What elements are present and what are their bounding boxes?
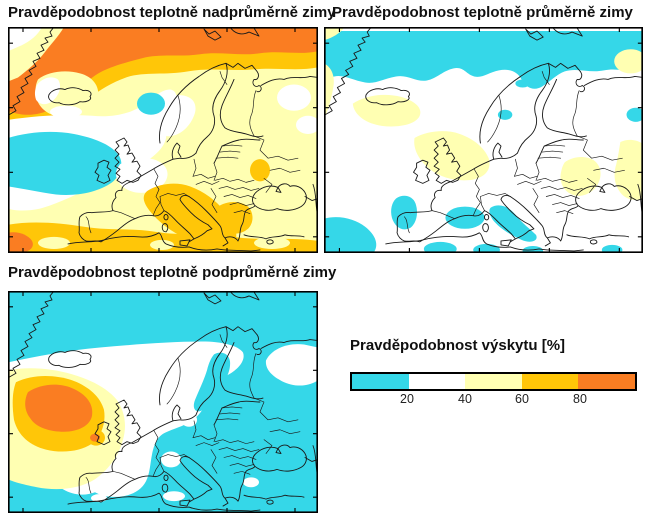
legend-colorbar (350, 372, 637, 391)
map-svg-below-normal (8, 291, 318, 513)
probability-field (8, 291, 318, 513)
colorbar-segment-orange (578, 374, 635, 389)
colorbar-tick-40: 40 (458, 392, 472, 406)
map-normal (324, 27, 643, 253)
colorbar-segment-white (408, 374, 466, 389)
map-above-normal (8, 27, 318, 253)
map-title-below-normal: Pravděpodobnost teplotně podprůměrně zim… (8, 264, 337, 281)
colorbar-tick-60: 60 (515, 392, 529, 406)
map-below-normal (8, 291, 318, 513)
colorbar-tick-20: 20 (400, 392, 414, 406)
colorbar-segment-cyan (352, 374, 409, 389)
map-title-above-normal: Pravděpodobnost teplotně nadprůměrně zim… (8, 4, 336, 21)
map-title-normal: Pravděpodobnost teplotně průměrně zimy (332, 4, 633, 21)
probability-field (324, 27, 643, 253)
probability-field (8, 27, 318, 253)
colorbar-segment-gold (521, 374, 579, 389)
colorbar-segment-yellow (465, 374, 522, 389)
map-svg-above-normal (8, 27, 318, 253)
map-svg-normal (324, 27, 643, 253)
legend-title: Pravděpodobnost výskytu [%] (350, 337, 566, 354)
colorbar-tick-80: 80 (573, 392, 587, 406)
